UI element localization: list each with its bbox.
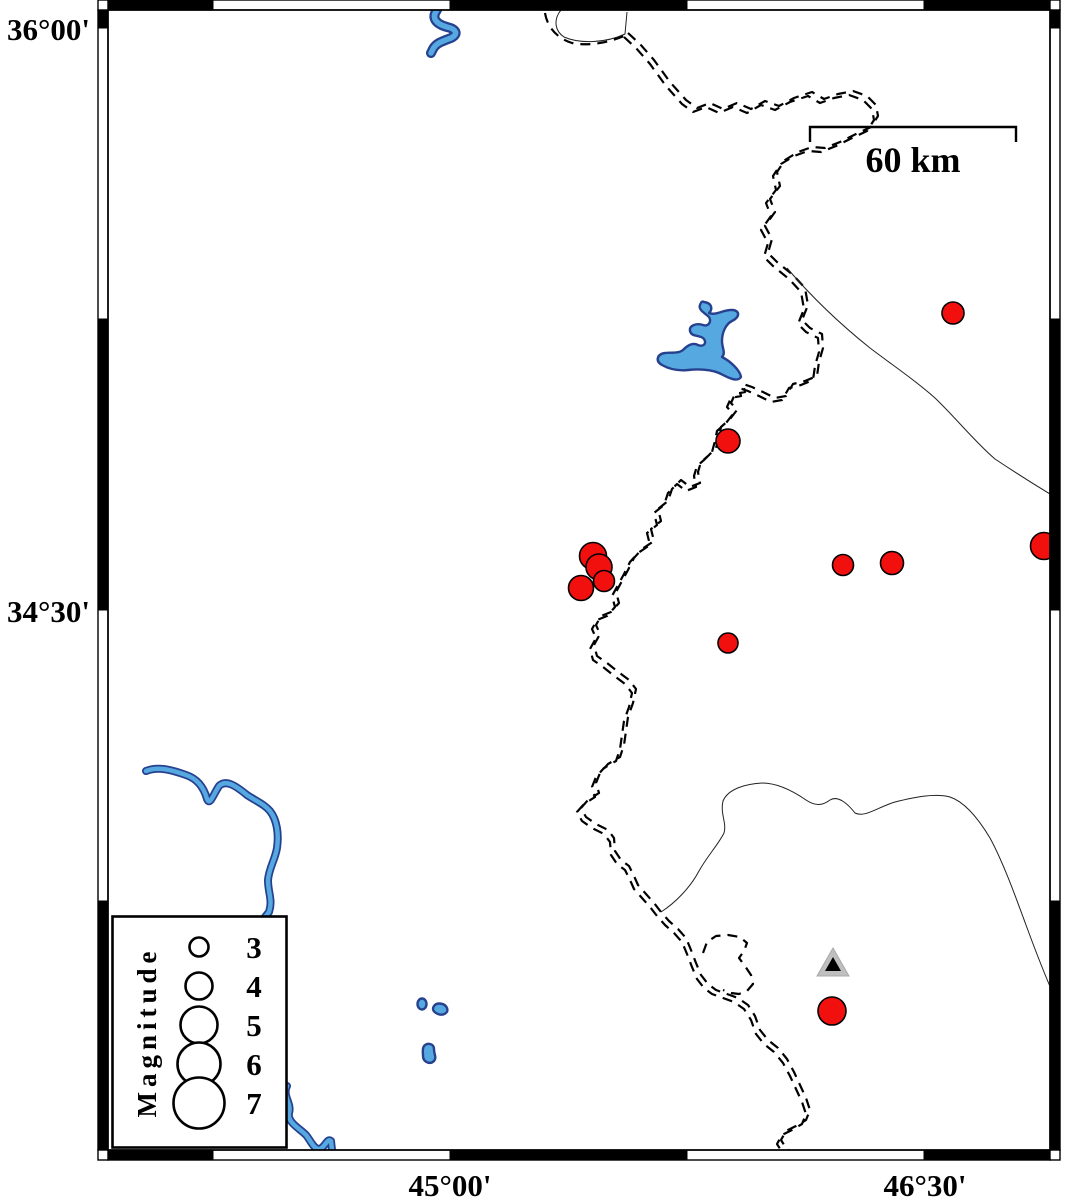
frame-segment xyxy=(923,0,1051,11)
frame-corner xyxy=(1049,1149,1061,1161)
pond-small-2 xyxy=(431,1002,449,1016)
earthquake-marker xyxy=(592,569,616,593)
earthquake-marker xyxy=(715,428,741,454)
axis-label-lat-mid: 34°30' xyxy=(7,594,90,629)
map-content xyxy=(142,10,1050,1150)
axis-label-lon-left: 45°00' xyxy=(408,1168,491,1202)
frame-corner xyxy=(1049,0,1061,11)
map-border-line xyxy=(107,9,1051,1151)
earthquake-marker xyxy=(817,996,847,1026)
legend-label-mag-6: 6 xyxy=(246,1047,262,1082)
frame-segment xyxy=(923,1149,1051,1161)
frame-segment xyxy=(449,1149,688,1161)
earthquake-markers xyxy=(567,301,1050,1026)
earthquake-marker xyxy=(831,553,855,577)
earthquake-marker xyxy=(879,550,905,576)
frame-segment xyxy=(97,318,109,611)
province-line-south xyxy=(660,782,1050,988)
axis-labels: 36°00' 34°30' 45°00' 46°30' xyxy=(7,12,967,1202)
earthquake-marker xyxy=(941,301,965,325)
legend-entries: 3 4 5 6 7 xyxy=(172,930,262,1130)
legend-circle-mag-3 xyxy=(188,936,210,958)
magnitude-legend: Magnitude 3 4 5 6 7 xyxy=(111,915,288,1149)
lake xyxy=(656,300,743,381)
river-southwest xyxy=(281,1082,336,1150)
axis-label-lon-right: 46°30' xyxy=(883,1168,966,1202)
pond-small-3 xyxy=(421,1042,437,1064)
frame-segment xyxy=(97,900,109,1151)
legend-circle-mag-5 xyxy=(179,1005,219,1045)
legend-label-mag-3: 3 xyxy=(246,930,262,965)
legend-title: Magnitude xyxy=(132,946,162,1117)
axis-label-lat-top: 36°00' xyxy=(7,12,90,47)
legend-circle-mag-4 xyxy=(184,971,214,1001)
frame-segment xyxy=(97,9,109,29)
border-loop-solid xyxy=(555,10,628,43)
river-west xyxy=(142,764,282,921)
border-pocket-dashed xyxy=(701,933,755,996)
scale-bar-bracket xyxy=(808,125,1018,142)
frame-segment xyxy=(107,0,214,11)
frame-segment xyxy=(1049,9,1061,29)
legend-circle-mag-7 xyxy=(172,1076,226,1130)
international-border-dashed xyxy=(579,32,880,1150)
frame-segment xyxy=(1049,900,1061,1151)
frame-corner xyxy=(97,1149,109,1161)
frame-segment xyxy=(449,0,688,11)
earthquake-marker xyxy=(717,632,739,654)
border-loop-dashed xyxy=(543,12,629,46)
earthquake-marker xyxy=(567,574,595,602)
legend-label-mag-4: 4 xyxy=(246,969,262,1004)
legend-label-mag-5: 5 xyxy=(246,1008,262,1043)
legend-label-mag-7: 7 xyxy=(246,1086,262,1121)
station-triangle-inner-icon xyxy=(825,957,841,971)
map-frame xyxy=(97,0,1061,1161)
province-line-north xyxy=(786,267,1050,495)
pond-small-1 xyxy=(416,997,428,1011)
border-river-solid xyxy=(575,35,876,1150)
scale-bar-label: 60 km xyxy=(865,140,960,180)
frame-segment xyxy=(1049,318,1061,611)
earthquake-marker xyxy=(1029,531,1050,561)
frame-corner xyxy=(97,0,109,11)
station-marker xyxy=(816,946,850,977)
scale-bar: 60 km xyxy=(808,125,1018,180)
frame-segment xyxy=(107,1149,214,1161)
river-north xyxy=(426,10,461,58)
